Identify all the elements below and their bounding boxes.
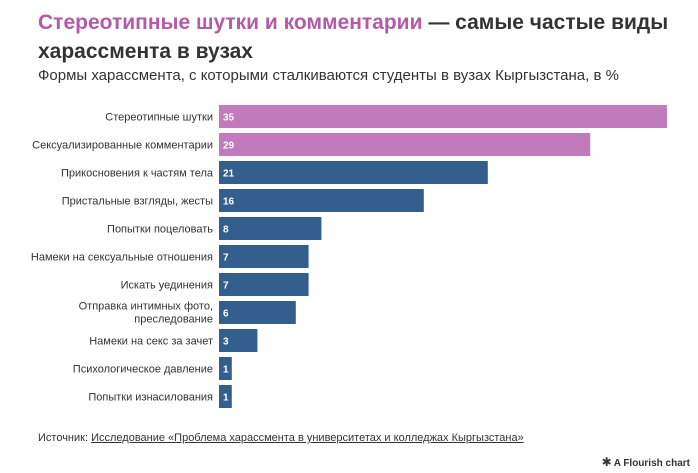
source-link[interactable]: Исследование «Проблема харассмента в уни… xyxy=(91,432,524,444)
asterisk-icon: ✱ xyxy=(601,455,612,469)
credit-label: A Flourish chart xyxy=(613,458,690,469)
category-label: Отправка интимных фото, преследование xyxy=(79,301,213,326)
bar xyxy=(219,245,309,268)
chart-title-rest: — самые частые виды харассмента в вузах xyxy=(38,11,669,63)
category-label: Прикосновения к частям тела xyxy=(61,168,214,180)
category-label: Искать уединения xyxy=(121,280,213,292)
flourish-credit[interactable]: ✱ A Flourish chart xyxy=(602,455,690,469)
bar-value-label: 1 xyxy=(223,393,229,404)
bar-value-label: 7 xyxy=(223,281,229,292)
bar xyxy=(219,105,667,128)
bar-value-label: 7 xyxy=(223,253,229,264)
bar xyxy=(219,273,309,296)
bar-value-label: 1 xyxy=(223,365,229,376)
category-label: Психологическое давление xyxy=(73,364,213,376)
category-label: Сексуализированные комментарии xyxy=(32,140,213,152)
bar xyxy=(219,189,424,212)
category-label: Намеки на секс за зачет xyxy=(89,336,213,348)
bar-value-label: 3 xyxy=(223,337,229,348)
bar-value-label: 35 xyxy=(223,113,235,124)
bar-value-label: 16 xyxy=(223,197,235,208)
chart-title-accent: Стереотипные шутки и комментарии xyxy=(38,11,423,34)
bar-value-label: 29 xyxy=(223,141,235,152)
category-label: Попытки изнасилования xyxy=(88,392,213,404)
bar xyxy=(219,385,232,408)
bar xyxy=(219,133,591,156)
bar xyxy=(219,329,258,352)
chart-subtitle: Формы харассмента, с которыми сталкивают… xyxy=(38,67,619,84)
bar xyxy=(219,161,488,184)
category-label: Попытки поцеловать xyxy=(107,224,213,236)
category-label: Намеки на сексуальные отношения xyxy=(31,252,213,264)
bar xyxy=(219,301,296,324)
bar-chart: 35 Стереотипные шутки 29 Сексуализированные… xyxy=(31,105,667,408)
bar xyxy=(219,217,322,240)
category-label: Стереотипные шутки xyxy=(105,112,213,124)
source-note: Источник: Исследование «Проблема харассм… xyxy=(38,432,524,444)
bar xyxy=(219,357,232,380)
bar-value-label: 8 xyxy=(223,225,229,236)
bar-value-label: 21 xyxy=(223,169,235,180)
bar-value-label: 6 xyxy=(223,309,229,320)
chart-title: Стереотипные шутки и комментарии — самые… xyxy=(38,8,688,66)
source-label: Источник: xyxy=(38,432,92,444)
category-label: Пристальные взгляды, жесты xyxy=(62,196,213,208)
